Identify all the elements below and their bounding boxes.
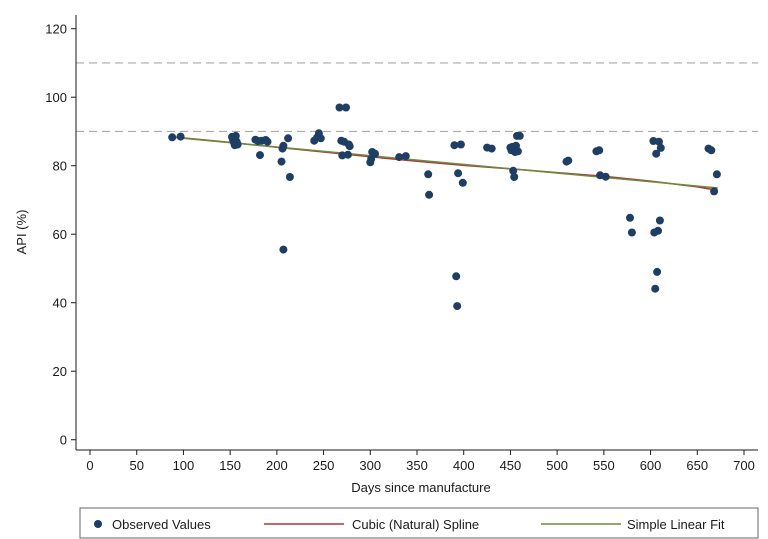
x-tick-label: 250 bbox=[313, 458, 335, 473]
observed-point bbox=[516, 132, 524, 140]
y-axis: 0 20 40 60 80 100 120 bbox=[45, 15, 76, 450]
observed-point bbox=[264, 138, 272, 146]
x-tick-label: 350 bbox=[406, 458, 428, 473]
observed-point bbox=[402, 152, 410, 160]
observed-point bbox=[459, 179, 467, 187]
observed-point bbox=[342, 104, 350, 112]
observed-point bbox=[453, 302, 461, 310]
observed-point bbox=[168, 133, 176, 141]
x-tick-label: 400 bbox=[453, 458, 475, 473]
x-tick-label: 300 bbox=[359, 458, 381, 473]
y-tick-label: 20 bbox=[53, 364, 67, 379]
y-tick-label: 120 bbox=[45, 22, 67, 37]
observed-point bbox=[626, 214, 634, 222]
observed-point bbox=[425, 191, 433, 199]
legend-label-observed: Observed Values bbox=[112, 517, 211, 532]
observed-point bbox=[653, 268, 661, 276]
observed-point bbox=[488, 145, 496, 153]
x-tick-label: 0 bbox=[86, 458, 93, 473]
observed-point bbox=[454, 169, 462, 177]
x-axis-title: Days since manufacture bbox=[351, 480, 490, 495]
x-tick-label: 200 bbox=[266, 458, 288, 473]
observed-point bbox=[317, 134, 325, 142]
observed-point bbox=[651, 285, 659, 293]
observed-point bbox=[710, 187, 718, 195]
observed-point bbox=[284, 134, 292, 142]
x-tick-label: 450 bbox=[500, 458, 522, 473]
x-tick-label: 550 bbox=[593, 458, 615, 473]
observed-point bbox=[657, 144, 665, 152]
observed-point bbox=[346, 142, 354, 150]
observed-point bbox=[514, 147, 522, 155]
observed-point bbox=[602, 173, 610, 181]
y-axis-title: API (%) bbox=[14, 210, 29, 255]
observed-point bbox=[371, 150, 379, 158]
observed-point bbox=[656, 217, 664, 225]
legend: Observed Values Cubic (Natural) Spline S… bbox=[80, 508, 758, 538]
observed-point bbox=[232, 132, 240, 140]
observed-point bbox=[510, 173, 518, 181]
observed-point bbox=[707, 146, 715, 154]
observed-point bbox=[595, 146, 603, 154]
x-tick-label: 100 bbox=[173, 458, 195, 473]
x-axis: 0 50 100 150 200 250 300 350 400 450 500 550 600 650 7… bbox=[76, 450, 758, 473]
observed-point bbox=[279, 246, 287, 254]
y-tick-label: 60 bbox=[53, 227, 67, 242]
x-tick-label: 700 bbox=[733, 458, 755, 473]
y-tick-label: 40 bbox=[53, 296, 67, 311]
observed-point bbox=[424, 170, 432, 178]
observed-point bbox=[713, 170, 721, 178]
observed-point bbox=[286, 173, 294, 181]
observed-point bbox=[457, 141, 465, 149]
observed-point bbox=[278, 158, 286, 166]
x-tick-label: 600 bbox=[640, 458, 662, 473]
observed-point bbox=[234, 141, 242, 149]
x-tick-label: 650 bbox=[686, 458, 708, 473]
legend-label-linear: Simple Linear Fit bbox=[627, 517, 725, 532]
observed-point bbox=[256, 151, 264, 159]
observed-point bbox=[564, 157, 572, 165]
y-tick-label: 100 bbox=[45, 90, 67, 105]
legend-label-spline: Cubic (Natural) Spline bbox=[352, 517, 479, 532]
legend-marker-observed bbox=[94, 520, 102, 528]
x-tick-label: 500 bbox=[546, 458, 568, 473]
observed-point bbox=[452, 272, 460, 280]
observed-point bbox=[279, 142, 287, 150]
y-tick-label: 0 bbox=[60, 433, 67, 448]
observed-point bbox=[654, 227, 662, 235]
y-tick-label: 80 bbox=[53, 159, 67, 174]
x-tick-label: 150 bbox=[219, 458, 241, 473]
observed-point bbox=[344, 151, 352, 159]
x-tick-label: 50 bbox=[129, 458, 143, 473]
observed-point bbox=[628, 229, 636, 237]
observed-point bbox=[177, 133, 185, 141]
